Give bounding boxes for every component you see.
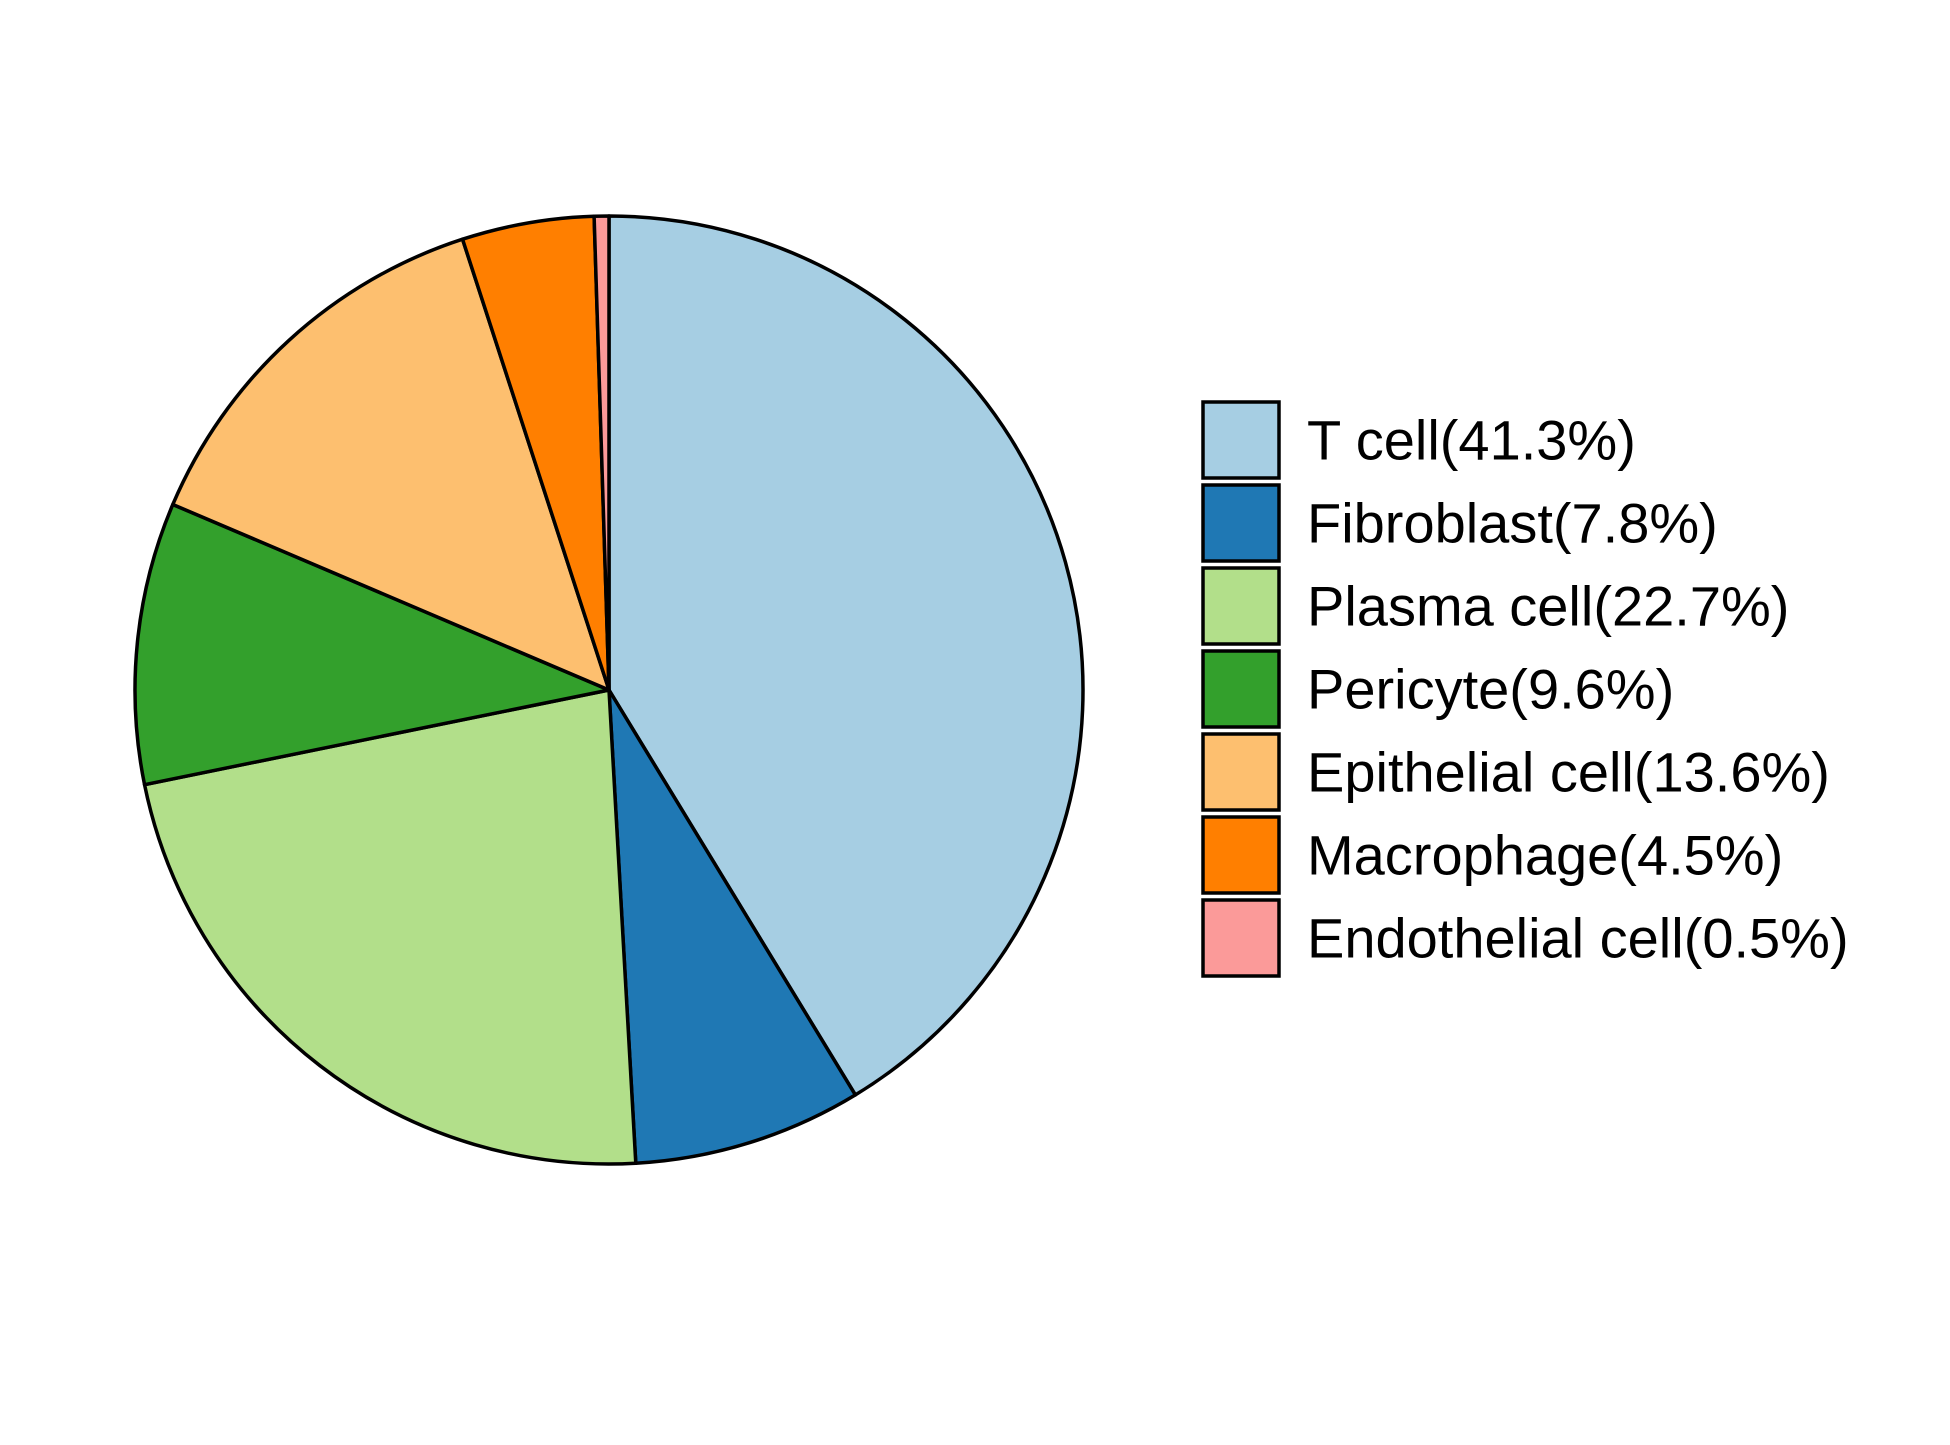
- legend-swatch-4: [1201, 732, 1281, 812]
- legend-label-0: T cell(41.3%): [1307, 409, 1636, 472]
- pie-slice-1: [607, 688, 858, 1165]
- legend-label-5: Macrophage(4.5%): [1307, 824, 1783, 887]
- legend-swatch-6: [1201, 898, 1281, 978]
- legend-swatch-1: [1201, 483, 1281, 563]
- pie-slice-0: [607, 214, 1085, 1097]
- pie-slices: [133, 214, 1085, 1166]
- legend-label-6: Endothelial cell(0.5%): [1307, 907, 1849, 970]
- pie-slice-4: [171, 237, 611, 692]
- legend-label-2: Plasma cell(22.7%): [1307, 575, 1789, 638]
- pie-slice-6: [592, 214, 611, 692]
- legend-swatch-2: [1201, 566, 1281, 646]
- legend: T cell(41.3%) Fibroblast(7.8%) Plasma cell…: [1201, 400, 1849, 978]
- pie-slice-2: [142, 688, 638, 1166]
- legend-swatch-0: [1201, 400, 1281, 480]
- legend-label-4: Epithelial cell(13.6%): [1307, 741, 1830, 804]
- legend-label-3: Pericyte(9.6%): [1307, 658, 1674, 721]
- legend-swatch-5: [1201, 815, 1281, 895]
- legend-label-1: Fibroblast(7.8%): [1307, 492, 1718, 555]
- pie-slice-3: [133, 502, 611, 787]
- legend-swatch-3: [1201, 649, 1281, 729]
